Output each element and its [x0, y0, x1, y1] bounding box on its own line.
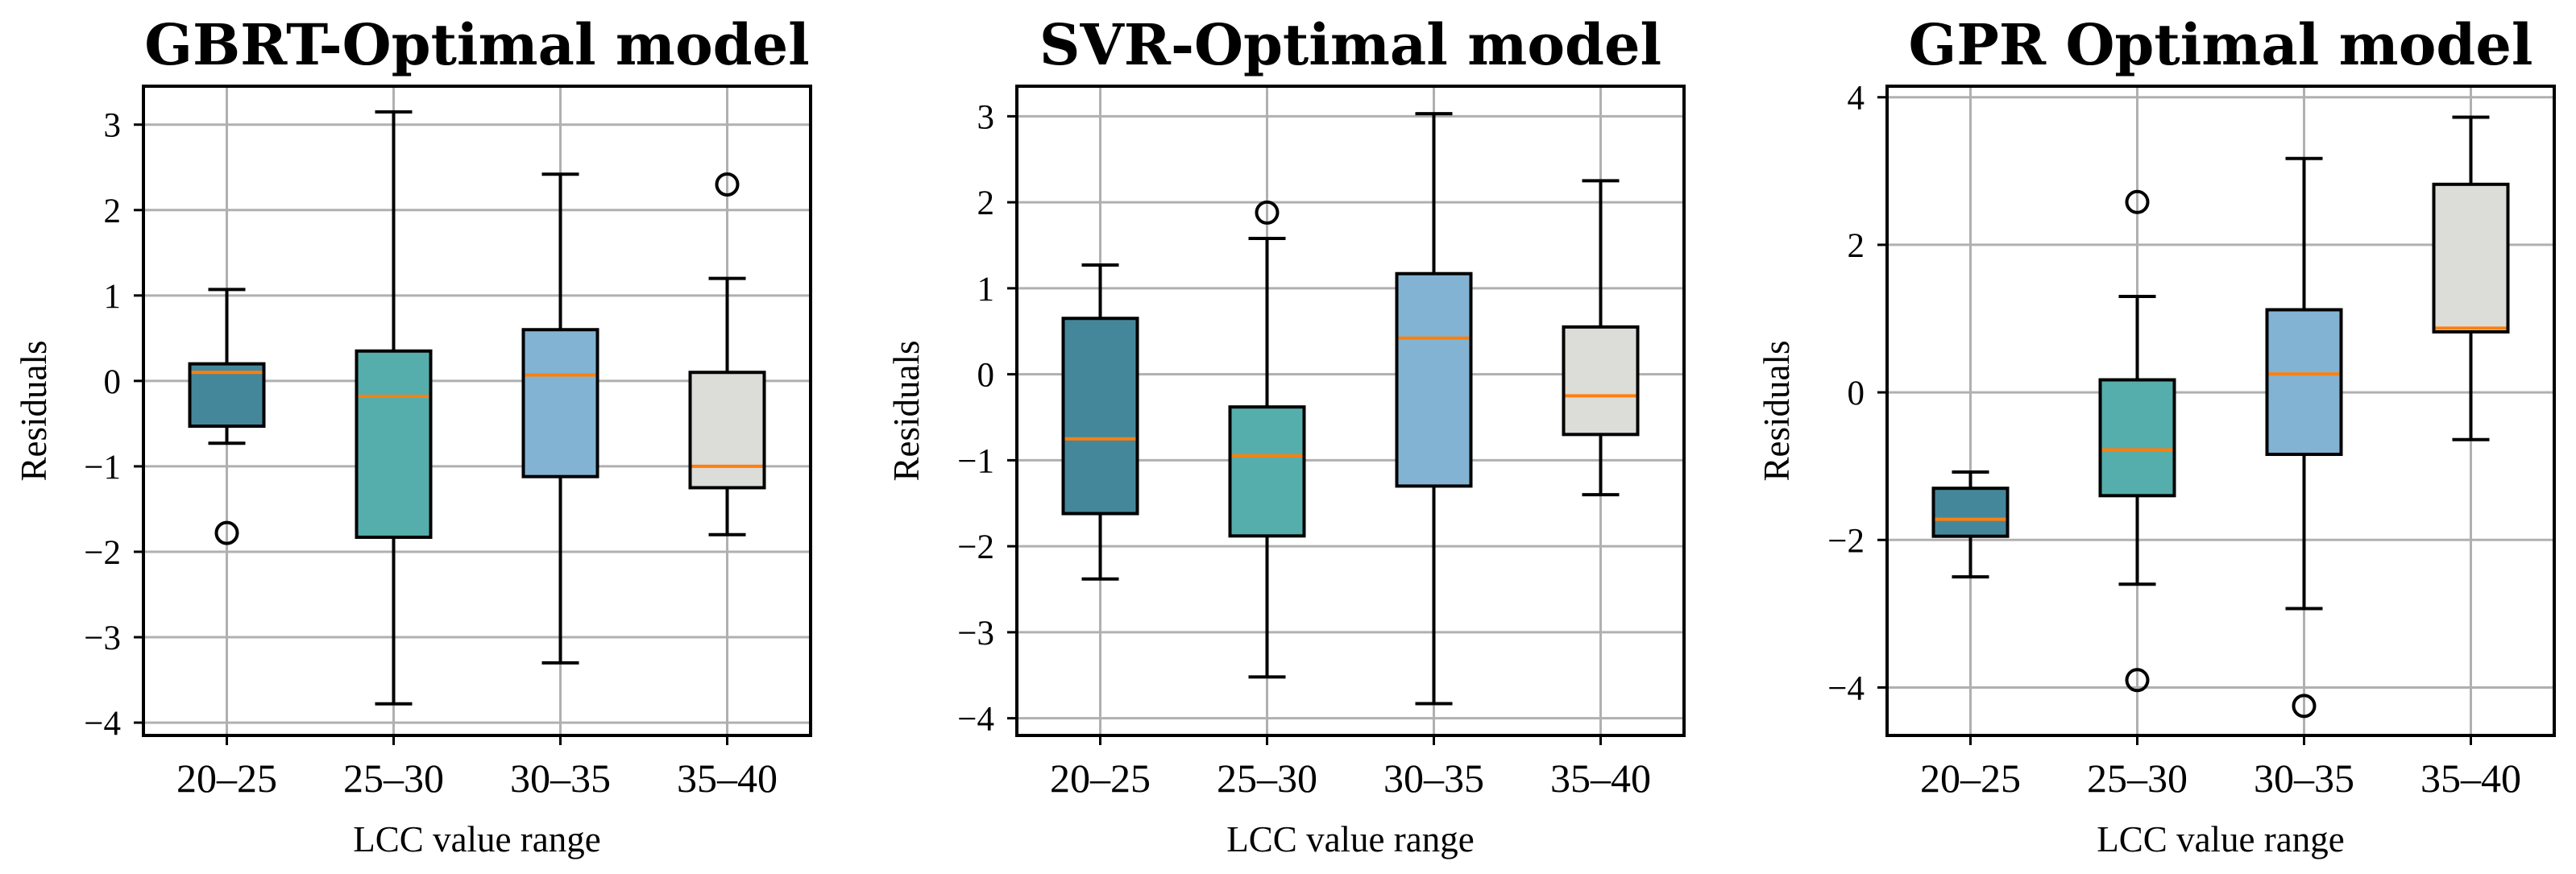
- y-tick-label: −4: [1827, 669, 1865, 707]
- box-20–25: [1931, 470, 2010, 579]
- x-tick-label: 35–40: [1550, 756, 1651, 801]
- box-25–30: [2098, 189, 2176, 693]
- box-35–40: [1562, 179, 1640, 497]
- y-tick-label: 2: [1848, 227, 1865, 265]
- y-tick-label: 0: [104, 363, 122, 401]
- chart-title: GBRT-Optimal model: [144, 11, 810, 78]
- box-iqr: [188, 362, 266, 429]
- axes-frame: [1015, 85, 1686, 737]
- y-tick-label: −2: [84, 534, 121, 572]
- box-20–25: [1061, 263, 1139, 581]
- x-tick-label: 25–30: [1217, 756, 1317, 801]
- box-iqr: [1931, 487, 2010, 538]
- y-tick-label: 1: [104, 278, 122, 316]
- x-tick-label: 20–25: [1920, 756, 2021, 801]
- y-tick-label: 2: [977, 184, 995, 222]
- box-iqr: [1562, 325, 1640, 437]
- x-tick-label: 30–35: [2254, 756, 2354, 801]
- y-tick-label: −1: [957, 442, 994, 480]
- y-tick-label: −4: [84, 705, 121, 743]
- box-iqr: [521, 328, 599, 478]
- box-iqr: [2432, 182, 2510, 333]
- outlier-point: [2292, 694, 2317, 719]
- box-iqr: [355, 349, 433, 539]
- y-tick-label: 1: [977, 271, 995, 309]
- y-tick-label: 2: [104, 193, 122, 230]
- box-20–25: [188, 288, 266, 545]
- outlier-point: [715, 172, 740, 197]
- chart-title: SVR-Optimal model: [1039, 11, 1661, 78]
- x-tick-label: 25–30: [2087, 756, 2188, 801]
- box-30–35: [2265, 156, 2343, 719]
- box-iqr: [1228, 405, 1306, 538]
- box-30–35: [1395, 112, 1473, 706]
- y-tick-label: 0: [1848, 375, 1865, 412]
- chart-panel-3: GPR Optimal model 4 2 0 −2 −4 20–25 25–30 30–35 3…: [1757, 11, 2556, 860]
- box-iqr: [1061, 317, 1139, 516]
- box-iqr: [2098, 378, 2176, 498]
- box-25–30: [1228, 200, 1306, 679]
- x-tick-label: 35–40: [2420, 756, 2521, 801]
- y-tick-label: −3: [84, 619, 121, 657]
- y-tick-label: −4: [957, 701, 994, 739]
- y-tick-label: 3: [977, 98, 995, 136]
- x-tick-label: 20–25: [1050, 756, 1151, 801]
- box-iqr: [1395, 271, 1473, 488]
- outlier-point: [2125, 189, 2150, 214]
- outlier-point: [214, 520, 239, 545]
- box-35–40: [2432, 115, 2510, 441]
- chart-panel-2: SVR-Optimal model 3 2 1 0 −1 −2 −3 −4 20–25 25–30 3…: [886, 11, 1686, 860]
- outlier-point: [2125, 668, 2150, 693]
- axes-frame: [1885, 85, 2556, 737]
- x-tick-label: 30–35: [1383, 756, 1484, 801]
- outlier-point: [1255, 200, 1280, 225]
- box-30–35: [521, 172, 599, 665]
- y-axis-label: Residuals: [886, 341, 927, 482]
- axes-frame: [142, 85, 812, 737]
- x-tick-label: 30–35: [510, 756, 611, 801]
- y-axis-label: Residuals: [1757, 341, 1797, 482]
- box-35–40: [688, 172, 766, 536]
- y-tick-label: −3: [957, 615, 994, 652]
- x-axis-label: LCC value range: [2097, 819, 2344, 860]
- y-tick-label: −2: [1827, 522, 1865, 560]
- x-tick-label: 20–25: [176, 756, 277, 801]
- x-axis-label: LCC value range: [1226, 819, 1474, 860]
- x-tick-label: 25–30: [343, 756, 444, 801]
- box-25–30: [355, 110, 433, 706]
- y-tick-label: −1: [84, 449, 121, 487]
- box-iqr: [2265, 308, 2343, 457]
- y-tick-label: 0: [977, 357, 995, 395]
- chart-title: GPR Optimal model: [1908, 11, 2532, 78]
- y-axis-label: Residuals: [14, 341, 54, 482]
- x-axis-label: LCC value range: [353, 819, 600, 860]
- y-tick-label: −2: [957, 528, 994, 566]
- box-iqr: [688, 371, 766, 490]
- x-tick-label: 35–40: [677, 756, 778, 801]
- chart-panel-1: GBRT-Optimal model 3 2 1 0 −1 −2 −3 −4 20–25 25–30…: [14, 11, 812, 860]
- y-tick-label: 4: [1848, 80, 1865, 118]
- y-tick-label: 3: [104, 107, 122, 145]
